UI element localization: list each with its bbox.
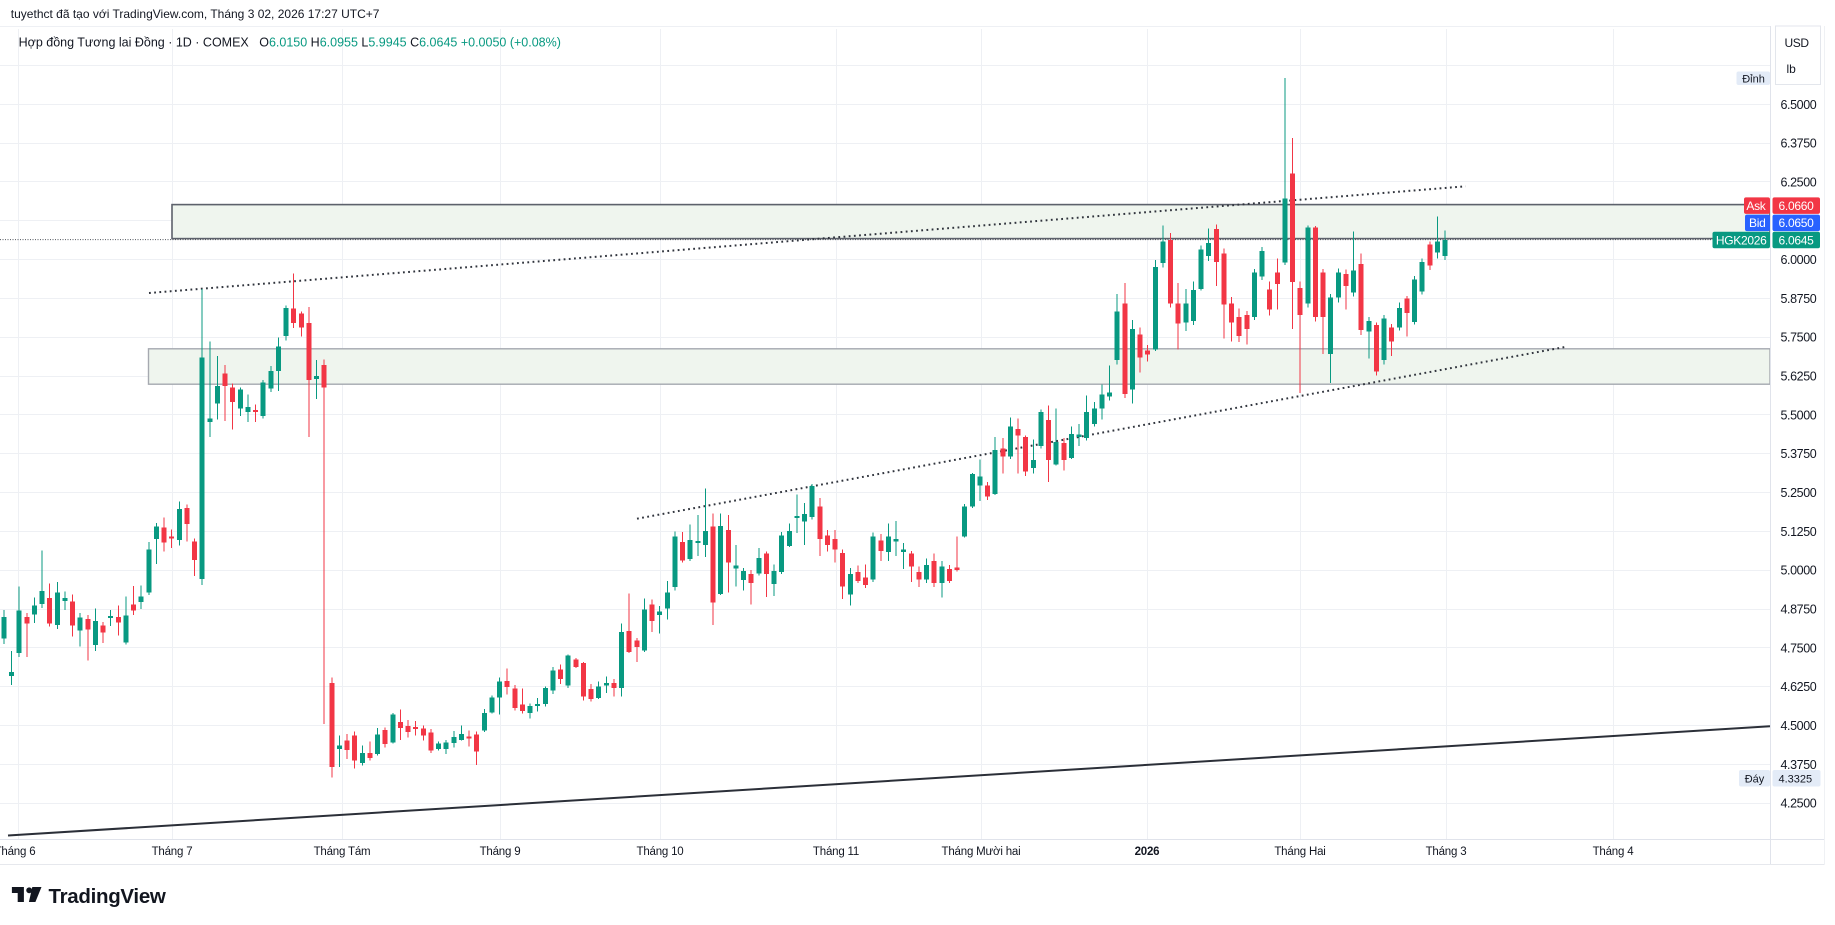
svg-text:2026: 2026 xyxy=(1135,846,1160,858)
svg-text:5.1250: 5.1250 xyxy=(1781,525,1817,539)
svg-text:Tháng Mười hai: Tháng Mười hai xyxy=(942,846,1021,858)
svg-text:Tháng Tám: Tháng Tám xyxy=(314,846,371,858)
svg-text:HGK2026: HGK2026 xyxy=(1716,233,1767,247)
svg-text:Tháng 11: Tháng 11 xyxy=(813,846,859,858)
svg-text:4.3325: 4.3325 xyxy=(1779,774,1813,786)
svg-text:6.0000: 6.0000 xyxy=(1781,253,1817,267)
svg-text:Tháng 10: Tháng 10 xyxy=(637,846,684,858)
svg-text:Tháng Hai: Tháng Hai xyxy=(1274,846,1325,858)
svg-text:USD: USD xyxy=(1785,36,1810,50)
svg-text:4.7500: 4.7500 xyxy=(1781,641,1817,655)
svg-text:Tháng 6: Tháng 6 xyxy=(0,846,35,858)
svg-text:Hợp đồng Tương lai Đồng · 1D ·: Hợp đồng Tương lai Đồng · 1D · COMEX O6.… xyxy=(19,36,561,50)
svg-text:6.0660: 6.0660 xyxy=(1779,199,1815,213)
svg-text:lb: lb xyxy=(1787,62,1797,76)
svg-text:Tháng 3: Tháng 3 xyxy=(1426,846,1467,858)
svg-text:Tháng 9: Tháng 9 xyxy=(480,846,521,858)
svg-text:4.8750: 4.8750 xyxy=(1781,603,1817,617)
svg-text:6.0645: 6.0645 xyxy=(1779,233,1815,247)
svg-text:4.2500: 4.2500 xyxy=(1781,797,1817,811)
svg-text:TradingView: TradingView xyxy=(49,885,166,908)
svg-text:Tháng 4: Tháng 4 xyxy=(1593,846,1635,858)
svg-text:4.3750: 4.3750 xyxy=(1781,758,1817,772)
svg-text:5.3750: 5.3750 xyxy=(1781,447,1817,461)
svg-text:6.5000: 6.5000 xyxy=(1781,98,1817,112)
svg-text:5.2500: 5.2500 xyxy=(1781,486,1817,500)
svg-text:4.5000: 4.5000 xyxy=(1781,719,1817,733)
svg-text:tuyethct đã tạo với TradingVie: tuyethct đã tạo với TradingView.com, Thá… xyxy=(11,7,380,21)
svg-text:Đỉnh: Đỉnh xyxy=(1742,74,1765,86)
svg-text:6.2500: 6.2500 xyxy=(1781,175,1817,189)
svg-text:Ask: Ask xyxy=(1746,199,1766,213)
svg-text:Đáy: Đáy xyxy=(1745,774,1765,786)
svg-text:5.7500: 5.7500 xyxy=(1781,331,1817,345)
svg-text:Tháng 7: Tháng 7 xyxy=(152,846,193,858)
svg-text:6.0650: 6.0650 xyxy=(1779,216,1815,230)
svg-text:Bid: Bid xyxy=(1749,216,1765,230)
svg-text:6.3750: 6.3750 xyxy=(1781,137,1817,151)
svg-text:4.6250: 4.6250 xyxy=(1781,680,1817,694)
svg-text:5.6250: 5.6250 xyxy=(1781,370,1817,384)
svg-text:5.5000: 5.5000 xyxy=(1781,408,1817,422)
svg-text:5.0000: 5.0000 xyxy=(1781,564,1817,578)
svg-text:5.8750: 5.8750 xyxy=(1781,292,1817,306)
